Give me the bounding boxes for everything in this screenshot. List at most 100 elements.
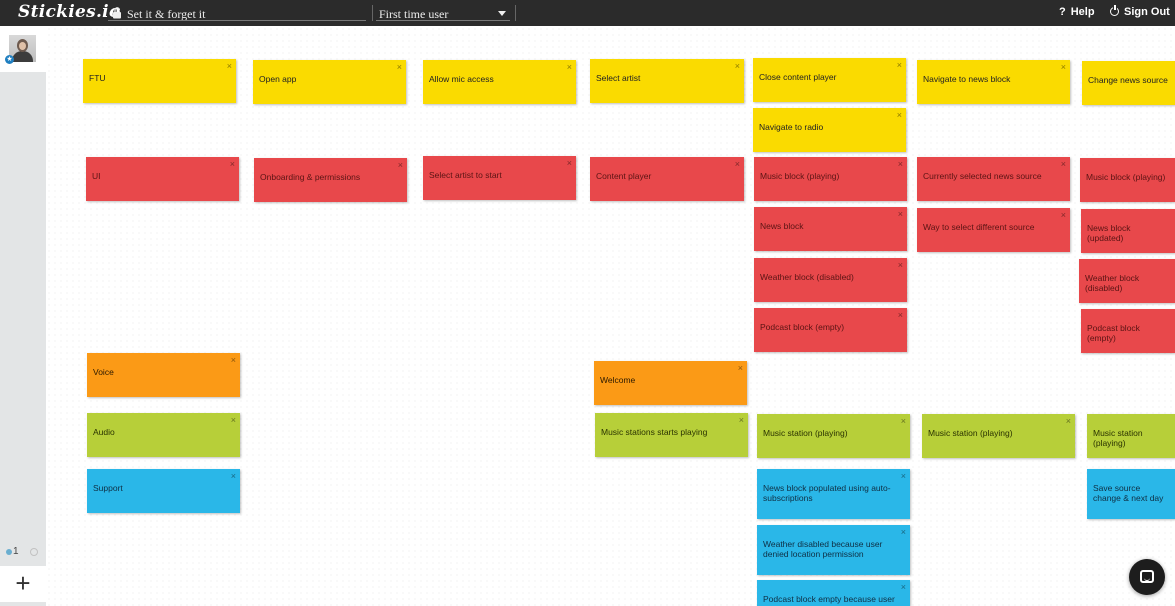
sticky-note[interactable]: News block × [754, 207, 907, 251]
sticky-note[interactable]: Allow mic access × [423, 60, 576, 104]
close-icon[interactable]: × [1060, 62, 1066, 72]
sticky-note[interactable]: Music block (playing) × [754, 157, 907, 201]
sticky-text: Music stations starts playing [601, 427, 708, 437]
sticky-note[interactable]: Way to select different source × [917, 208, 1070, 252]
sticky-note[interactable]: Select artist to start × [423, 156, 576, 200]
sticky-note[interactable]: Voice × [87, 353, 240, 397]
chat-launcher-button[interactable] [1129, 559, 1165, 595]
sticky-text: Way to select different source [923, 222, 1035, 232]
close-icon[interactable]: × [897, 209, 903, 219]
close-icon[interactable]: × [397, 160, 403, 170]
close-icon[interactable]: × [900, 416, 906, 426]
sign-out-button[interactable]: Sign Out [1110, 5, 1170, 18]
sticky-note[interactable]: UI × [86, 157, 239, 201]
sticky-note[interactable]: Weather disabled because user denied loc… [757, 525, 910, 575]
sticky-text: Allow mic access [429, 74, 494, 84]
sticky-note[interactable]: Weather block (disabled) × [754, 258, 907, 302]
close-icon[interactable]: × [1060, 159, 1066, 169]
sticky-text: Open app [259, 74, 297, 84]
sticky-note[interactable]: Currently selected news source × [917, 157, 1070, 201]
close-icon[interactable]: × [900, 471, 906, 481]
sticky-note[interactable]: Content player × [590, 157, 744, 201]
sticky-text: Weather disabled because user denied loc… [763, 539, 883, 559]
top-bar: Stickies.io Set it & forget it First tim… [0, 0, 1175, 26]
sticky-note[interactable]: Music station (playing) × [757, 414, 910, 458]
close-icon[interactable]: × [897, 159, 903, 169]
close-icon[interactable]: × [897, 260, 903, 270]
sticky-text: Music block (playing) [760, 171, 840, 181]
sticky-text: Voice [93, 367, 114, 377]
page-indicator-active[interactable] [6, 549, 12, 555]
sticky-text: News block [760, 221, 804, 231]
chevron-down-icon[interactable] [498, 11, 506, 16]
sticky-note[interactable]: Podcast block empty because user × [757, 580, 910, 606]
sticky-note[interactable]: Close content player × [753, 58, 906, 102]
divider [515, 5, 516, 21]
close-icon[interactable]: × [900, 582, 906, 592]
sticky-note[interactable]: Change news source [1082, 61, 1175, 105]
close-icon[interactable]: × [1065, 416, 1071, 426]
close-icon[interactable]: × [900, 527, 906, 537]
sticky-note[interactable]: News block (updated) [1081, 209, 1175, 253]
board-canvas[interactable] [46, 26, 1175, 606]
close-icon[interactable]: × [226, 61, 232, 71]
sticky-text: Content player [596, 171, 652, 181]
sticky-note[interactable]: Podcast block (empty) [1081, 309, 1175, 353]
close-icon[interactable]: × [566, 158, 572, 168]
sticky-text: Music station (playing) [763, 428, 848, 438]
close-icon[interactable]: × [566, 62, 572, 72]
sticky-note[interactable]: Open app × [253, 60, 406, 104]
close-icon[interactable]: × [229, 159, 235, 169]
sticky-note[interactable]: Onboarding & permissions × [254, 158, 407, 202]
sticky-note[interactable]: FTU × [83, 59, 236, 103]
sticky-note[interactable]: Music station (playing) × [922, 414, 1075, 458]
sticky-text: Navigate to radio [759, 122, 824, 132]
sticky-text: Podcast block (empty) [760, 322, 845, 332]
avatar-body [12, 51, 33, 62]
board-title-input[interactable]: Set it & forget it [127, 7, 206, 21]
sticky-note[interactable]: News block populated using auto-subscrip… [757, 469, 910, 519]
sticky-text: Select artist [596, 73, 641, 83]
sticky-note[interactable]: Music station (playing) [1087, 414, 1175, 458]
sticky-text: Podcast block (empty) [1087, 323, 1140, 343]
sticky-note[interactable]: Music block (playing) [1080, 158, 1175, 202]
sticky-note[interactable]: Podcast block (empty) × [754, 308, 907, 352]
close-icon[interactable]: × [230, 415, 236, 425]
sticky-text: Weather block (disabled) [760, 272, 854, 282]
app-logo[interactable]: Stickies.io [18, 2, 121, 22]
sticky-note[interactable]: Navigate to radio × [753, 108, 906, 152]
sticky-note[interactable]: Music stations starts playing × [595, 413, 748, 457]
close-icon[interactable]: × [897, 310, 903, 320]
close-icon[interactable]: × [396, 62, 402, 72]
close-icon[interactable]: × [896, 60, 902, 70]
sticky-text: Close content player [759, 72, 837, 82]
help-button[interactable]: ? Help [1059, 6, 1095, 18]
page-indicator-empty[interactable] [30, 548, 38, 556]
sticky-note[interactable]: Welcome × [594, 361, 747, 405]
close-icon[interactable]: × [230, 355, 236, 365]
sticky-note[interactable]: Select artist × [590, 59, 744, 103]
user-persona-select[interactable]: First time user [379, 7, 449, 21]
close-icon[interactable]: × [896, 110, 902, 120]
sticky-text: Navigate to news block [923, 74, 1011, 84]
add-sticky-button[interactable]: + [0, 566, 46, 602]
sticky-note[interactable]: Weather block (disabled) [1079, 259, 1175, 303]
sticky-note[interactable]: Support × [87, 469, 240, 513]
close-icon[interactable]: × [734, 159, 740, 169]
sticky-text: Welcome [600, 375, 636, 385]
unlock-icon[interactable] [112, 7, 122, 19]
sticky-text: Select artist to start [429, 170, 502, 180]
close-icon[interactable]: × [1060, 210, 1066, 220]
close-icon[interactable]: × [230, 471, 236, 481]
left-sidebar [0, 26, 46, 606]
close-icon[interactable]: × [737, 363, 743, 373]
sticky-note[interactable]: Save source change & next day [1087, 469, 1175, 519]
sticky-note[interactable]: Audio × [87, 413, 240, 457]
close-icon[interactable]: × [738, 415, 744, 425]
sticky-text: Music block (playing) [1086, 172, 1166, 182]
star-icon: ★ [5, 55, 14, 64]
avatar-face [19, 42, 26, 50]
sticky-text: Change news source [1088, 75, 1168, 85]
close-icon[interactable]: × [734, 61, 740, 71]
sticky-note[interactable]: Navigate to news block × [917, 60, 1070, 104]
